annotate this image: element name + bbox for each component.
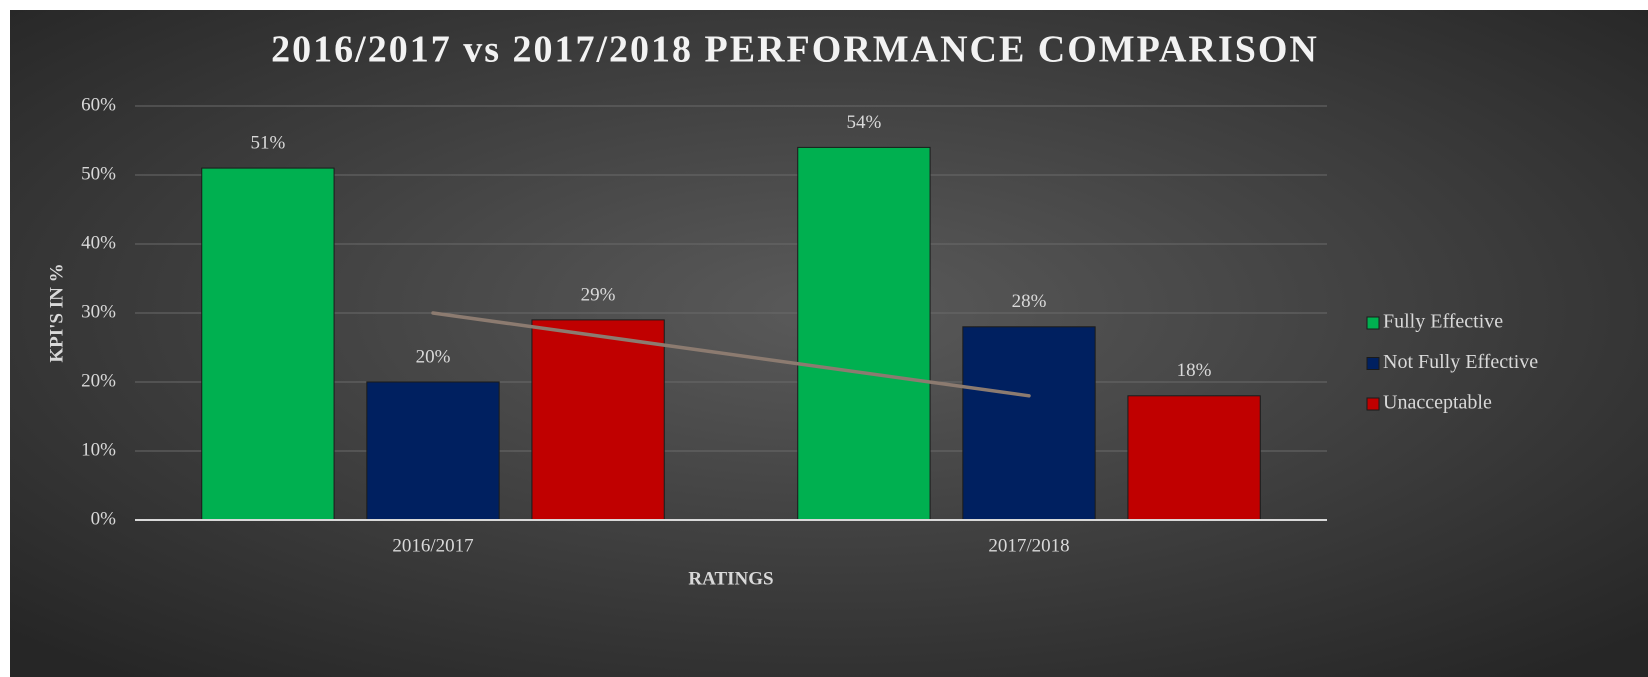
x-axis-label: RATINGS — [688, 568, 773, 589]
legend-swatch — [1366, 397, 1380, 411]
y-tick-label: 20% — [81, 370, 116, 391]
data-label: 29% — [581, 284, 616, 305]
x-tick-label: 2017/2018 — [988, 535, 1069, 556]
legend-label: Not Fully Effective — [1383, 351, 1538, 373]
bar — [797, 146, 931, 521]
y-tick-label: 30% — [81, 301, 116, 322]
data-label: 51% — [250, 132, 285, 153]
legend-label: Fully Effective — [1383, 311, 1503, 333]
bar — [201, 167, 335, 521]
y-tick-label: 10% — [81, 439, 116, 460]
data-label: 28% — [1012, 291, 1047, 312]
y-tick-label: 60% — [81, 94, 116, 115]
bar — [1127, 395, 1261, 521]
bar — [531, 319, 665, 521]
x-tick-label: 2016/2017 — [392, 535, 473, 556]
bar — [366, 381, 500, 521]
chart-title: 2016/2017 vs 2017/2018 PERFORMANCE COMPA… — [271, 29, 1319, 71]
y-tick-label: 50% — [81, 163, 116, 184]
data-label: 54% — [846, 112, 881, 133]
trend-line — [431, 311, 1031, 398]
y-tick-label: 40% — [81, 232, 116, 253]
legend-swatch — [1366, 357, 1380, 370]
bar — [962, 326, 1096, 521]
data-label: 18% — [1177, 360, 1212, 381]
y-tick-label: 0% — [91, 508, 117, 529]
data-label: 20% — [416, 346, 451, 367]
legend-swatch — [1366, 316, 1380, 330]
y-axis-label: KPI'S IN % — [46, 263, 67, 362]
legend-label: Unacceptable — [1383, 392, 1492, 414]
